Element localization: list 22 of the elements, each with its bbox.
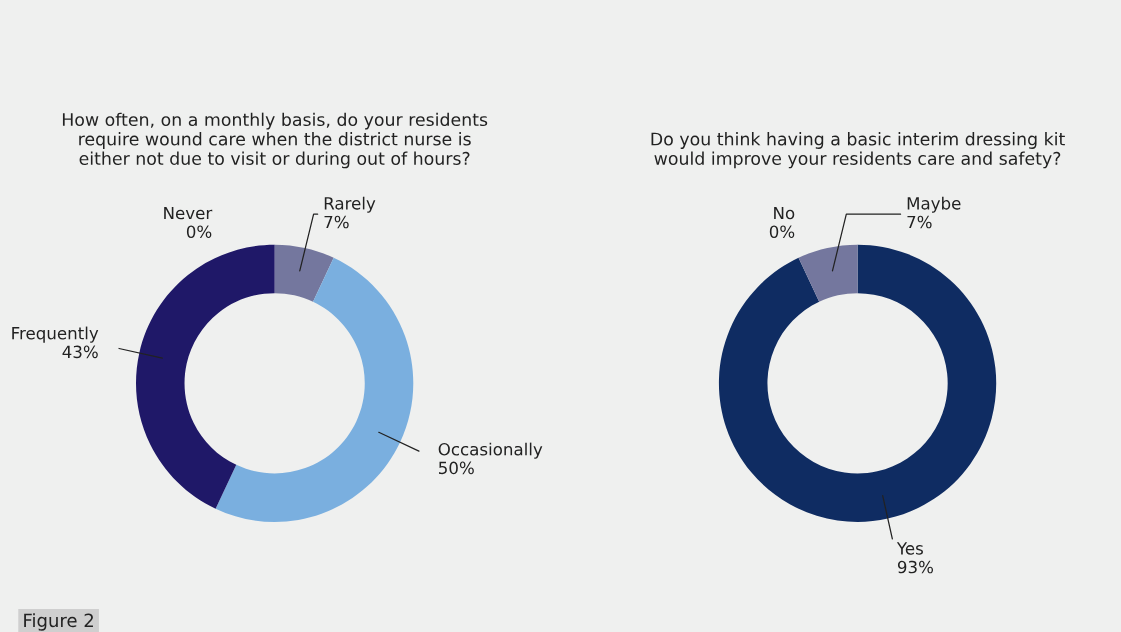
data-label: 50% xyxy=(439,461,474,475)
slice-label: Occasionally xyxy=(438,442,543,459)
slice-label: Maybe xyxy=(907,196,961,213)
donut-slice xyxy=(274,244,334,302)
slice-label: Rarely xyxy=(324,196,376,213)
data-label: 7% xyxy=(324,215,349,229)
category-label: No xyxy=(774,206,795,220)
data-label: 43% xyxy=(62,345,98,359)
data-label: 93% xyxy=(897,560,934,574)
text: 0% xyxy=(186,225,212,238)
data-label: 7% xyxy=(907,215,932,229)
donut-slice xyxy=(215,257,414,522)
slice-label: Yes xyxy=(896,542,923,555)
donut-slice xyxy=(718,244,997,522)
chart-title: How often, on a monthly basis, do your residents require wound care when the district nurse is either not due to visit or during out of hours? xyxy=(62,112,488,169)
category-label: Never xyxy=(164,206,213,220)
slice-label: Frequently xyxy=(12,326,99,343)
donut-slice xyxy=(136,244,275,509)
chart-title: Do you think having a basic interim dressing kit would improve your residents care and safety? xyxy=(651,132,1065,169)
caption: Figure 2 xyxy=(24,613,93,631)
donut-slice xyxy=(798,244,858,302)
text: 0% xyxy=(769,225,795,238)
